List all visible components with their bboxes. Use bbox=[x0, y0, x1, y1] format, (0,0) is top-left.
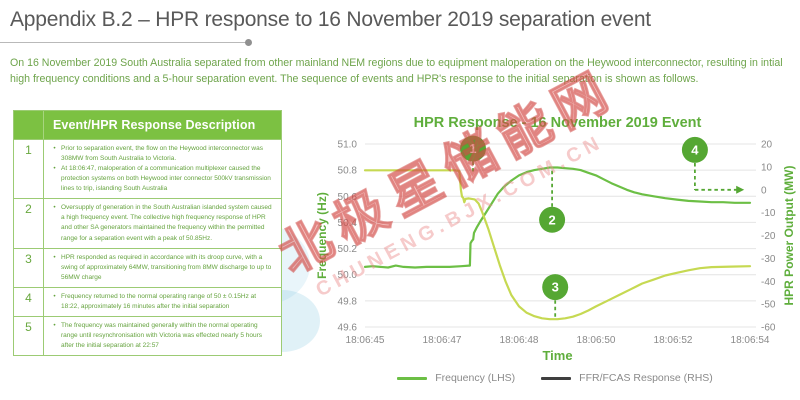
legend-label: FFR/FCAS Response (RHS) bbox=[579, 372, 713, 384]
svg-text:18:06:54: 18:06:54 bbox=[731, 335, 770, 346]
svg-text:50.8: 50.8 bbox=[338, 166, 358, 177]
table-row: 5 • The frequency was maintained generally… bbox=[14, 315, 281, 356]
svg-text:18:06:47: 18:06:47 bbox=[423, 335, 462, 346]
event-number: 1 bbox=[14, 140, 44, 199]
svg-text:-30: -30 bbox=[761, 254, 776, 265]
event-description: • Frequency returned to the normal operat… bbox=[44, 288, 281, 316]
table-row: 4 • Frequency returned to the normal opera… bbox=[14, 286, 281, 316]
chart-panel: HPR Response - 16 November 2019 Event 51.… bbox=[310, 103, 800, 397]
table-row: 1 • Prior to separation event, the flow on… bbox=[14, 139, 281, 199]
svg-text:4: 4 bbox=[691, 142, 699, 157]
svg-text:HPR Power Output (MW): HPR Power Output (MW) bbox=[782, 166, 796, 306]
hpr-response-chart: HPR Response - 16 November 2019 Event 51.… bbox=[315, 115, 796, 363]
bullet-text: HPR responded as required in accordance … bbox=[61, 253, 272, 281]
svg-text:18:06:50: 18:06:50 bbox=[577, 335, 616, 346]
svg-text:50.6: 50.6 bbox=[338, 192, 358, 203]
table-row: 2 • Oversupply of generation in the South … bbox=[14, 198, 281, 248]
event-number: 4 bbox=[14, 287, 44, 316]
bullet-text: At 18:06:47, maloperation of a communica… bbox=[61, 165, 271, 193]
svg-text:0: 0 bbox=[761, 185, 767, 196]
svg-text:50.4: 50.4 bbox=[338, 218, 358, 229]
svg-text:1: 1 bbox=[469, 141, 476, 156]
bullet-icon: • bbox=[53, 253, 56, 261]
svg-text:3: 3 bbox=[552, 280, 559, 295]
event-number: 3 bbox=[14, 248, 44, 287]
intro-paragraph: On 16 November 2019 South Australia sepa… bbox=[10, 57, 783, 85]
ffr-line-swatch bbox=[541, 376, 572, 380]
bullet-icon: • bbox=[53, 165, 56, 173]
svg-text:20: 20 bbox=[761, 140, 773, 151]
svg-text:Time: Time bbox=[542, 348, 572, 363]
svg-text:18:06:48: 18:06:48 bbox=[500, 335, 539, 346]
table-header-number-cell bbox=[14, 111, 44, 139]
event-description: • The frequency was maintained generally … bbox=[44, 317, 281, 355]
bullet-icon: • bbox=[53, 145, 56, 152]
svg-text:Frequency (Hz): Frequency (Hz) bbox=[315, 192, 329, 279]
bullet-icon: • bbox=[53, 321, 56, 329]
event-table: Event/HPR Response Description 1 • Prior t… bbox=[13, 110, 282, 357]
svg-text:49.6: 49.6 bbox=[338, 323, 358, 334]
frequency-line-swatch bbox=[397, 376, 428, 380]
table-header-label: Event/HPR Response Description bbox=[53, 118, 256, 132]
svg-text:50.2: 50.2 bbox=[338, 244, 358, 255]
event-description: • HPR responded as required in accordance… bbox=[44, 249, 281, 287]
bullet-text: The frequency was maintained generally w… bbox=[61, 321, 263, 349]
svg-text:HPR Response - 16 November 201: HPR Response - 16 November 2019 Event bbox=[414, 115, 702, 131]
svg-text:51.0: 51.0 bbox=[338, 140, 358, 151]
title-rule bbox=[0, 42, 248, 43]
event-description: • Oversupply of generation in the South A… bbox=[44, 199, 281, 247]
event-description: • Prior to separation event, the flow on … bbox=[44, 140, 281, 198]
chart-legend: Frequency (LHS) FFR/FCAS Response (RHS) bbox=[310, 372, 800, 384]
table-header-row: Event/HPR Response Description bbox=[14, 111, 281, 139]
event-table-body: 1 • Prior to separation event, the flow on… bbox=[14, 139, 281, 356]
title-rule-dot bbox=[245, 39, 252, 46]
svg-text:10: 10 bbox=[761, 162, 773, 173]
event-number: 5 bbox=[14, 316, 44, 356]
svg-text:18:06:52: 18:06:52 bbox=[654, 335, 693, 346]
bullet-icon: • bbox=[53, 292, 56, 300]
svg-text:-20: -20 bbox=[761, 231, 776, 242]
svg-text:50.0: 50.0 bbox=[338, 270, 358, 281]
bullet-text: Frequency returned to the normal operati… bbox=[61, 292, 257, 310]
bullet-text: Oversupply of generation in the South Au… bbox=[61, 204, 272, 242]
svg-text:-10: -10 bbox=[761, 208, 776, 219]
svg-text:-50: -50 bbox=[761, 300, 776, 311]
bullet-icon: • bbox=[53, 204, 56, 212]
legend-label: Frequency (LHS) bbox=[435, 372, 516, 384]
svg-text:18:06:45: 18:06:45 bbox=[346, 335, 385, 346]
legend-item-ffr: FFR/FCAS Response (RHS) bbox=[541, 372, 713, 384]
svg-text:-60: -60 bbox=[761, 323, 776, 334]
svg-text:-40: -40 bbox=[761, 277, 776, 288]
page-title: Appendix B.2 – HPR response to 16 Novemb… bbox=[10, 8, 651, 31]
svg-text:49.8: 49.8 bbox=[338, 296, 358, 307]
event-number: 2 bbox=[14, 199, 44, 248]
svg-text:2: 2 bbox=[548, 212, 555, 227]
legend-item-frequency: Frequency (LHS) bbox=[397, 372, 515, 384]
table-row: 3 • HPR responded as required in accordanc… bbox=[14, 247, 281, 287]
bullet-text: Prior to separation event, the flow on t… bbox=[61, 145, 263, 163]
